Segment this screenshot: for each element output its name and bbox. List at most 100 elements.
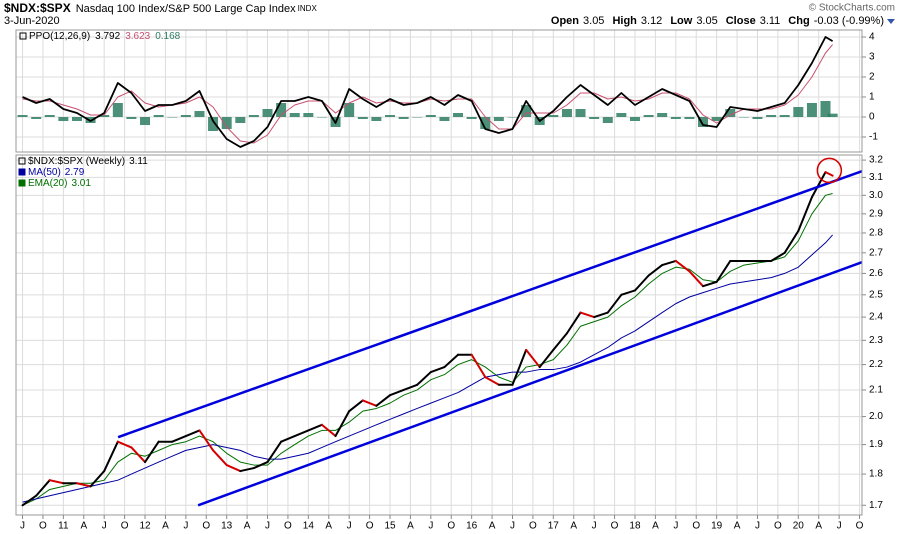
x-tick-label: J: [673, 521, 678, 532]
x-tick-label: 13: [221, 521, 233, 532]
price-segment: [130, 446, 147, 464]
panel: [16, 30, 862, 152]
price-segment: [470, 353, 487, 379]
histogram-bar: [412, 117, 423, 118]
histogram-bar: [827, 113, 838, 117]
price-segment: [797, 196, 813, 233]
price-segment: [320, 423, 337, 438]
histogram-bar: [357, 117, 368, 119]
price-segment: [593, 311, 609, 319]
legend-value: 3.11: [129, 156, 148, 167]
trend-line: [117, 169, 862, 439]
copyright: © StockCharts.com: [809, 3, 895, 14]
histogram-bar: [629, 117, 640, 121]
histogram-bar: [385, 115, 396, 117]
x-tick-label: O: [692, 521, 700, 532]
price-segment: [688, 270, 705, 288]
price-segment: [429, 366, 446, 374]
histogram-bar: [58, 117, 69, 121]
y-tick-label: 0: [869, 112, 875, 123]
histogram-bar: [31, 117, 42, 119]
legend-value: 0.168: [155, 31, 180, 42]
legend-name: EMA(20): [28, 178, 67, 189]
histogram-bar: [398, 117, 409, 119]
trend-line: [197, 261, 862, 507]
x-tick-label: A: [570, 521, 577, 532]
x-tick-label: J: [837, 521, 842, 532]
y-tick-label: 2.6: [869, 268, 883, 279]
legend-swatch: [19, 32, 27, 40]
price-segment: [212, 449, 228, 467]
y-tick-label: 1.9: [869, 439, 883, 450]
legend: MA(50) 2.79: [28, 167, 85, 178]
x-tick-label: J: [592, 521, 597, 532]
quote-value: -0.03 (-0.99%): [814, 15, 884, 27]
x-tick-label: J: [510, 521, 515, 532]
x-tick-label: A: [244, 521, 251, 532]
histogram-bar: [575, 109, 586, 117]
histogram-bar: [439, 117, 450, 121]
price-segment: [810, 171, 827, 199]
histogram-bar: [711, 117, 722, 121]
histogram-bar: [262, 109, 273, 117]
y-tick-label: 3: [869, 52, 875, 63]
exchange: INDX: [298, 4, 318, 13]
x-tick-label: J: [347, 521, 352, 532]
y-tick-label: 2.2: [869, 359, 883, 370]
price-segment: [266, 440, 283, 464]
price-segment: [144, 440, 160, 464]
price-segment: [824, 171, 834, 177]
price-segment: [579, 311, 596, 319]
x-tick-label: A: [734, 521, 741, 532]
histogram-bar: [616, 113, 627, 117]
legend: EMA(20) 3.01: [28, 178, 91, 189]
histogram-bar: [684, 117, 695, 119]
x-tick-label: O: [39, 521, 47, 532]
legend-value: 3.623: [125, 31, 150, 42]
histogram-bar: [725, 109, 736, 117]
legend-swatch: [18, 157, 26, 165]
y-tick-label: 2.8: [869, 228, 883, 239]
price-segment: [416, 371, 432, 386]
quote-menu-icon[interactable]: [887, 19, 895, 24]
quote: Open 3.05 High 3.12 Low 3.05 Close 3.11 Chg -0.03…: [551, 15, 884, 27]
x-tick-label: O: [284, 521, 292, 532]
price-segment: [21, 494, 38, 507]
price-segment: [89, 470, 106, 488]
series-line: [22, 234, 833, 503]
quote-label: Open: [551, 15, 579, 27]
histogram-bar: [698, 117, 709, 127]
histogram-bar: [316, 117, 327, 118]
x-tick-label: A: [489, 521, 496, 532]
y-tick-label: 1: [869, 92, 875, 103]
x-tick-label: J: [755, 521, 760, 532]
price-segment: [239, 467, 255, 473]
price-segment: [252, 461, 269, 470]
price-segment: [606, 293, 623, 314]
x-tick-label: O: [774, 521, 782, 532]
histogram-bar: [167, 117, 178, 118]
x-tick-label: 17: [548, 521, 560, 532]
legend-value: 3.792: [95, 31, 120, 42]
x-tick-label: 19: [711, 521, 723, 532]
histogram-bar: [344, 103, 355, 117]
price-segment: [538, 348, 555, 369]
plot-area: [16, 30, 862, 152]
y-tick-label: 3.1: [869, 172, 883, 183]
histogram-bar: [303, 113, 314, 117]
x-tick-label: O: [447, 521, 455, 532]
legend-swatch: [18, 179, 26, 187]
quote-label: Low: [670, 15, 692, 27]
legend: $NDX:$SPX (Weekly) 3.11: [28, 156, 148, 167]
plot-frame: [15, 154, 863, 516]
quote-value: 3.12: [641, 15, 662, 27]
histogram-bar: [248, 115, 259, 117]
histogram-bar: [548, 115, 559, 117]
y-tick-label: 2.9: [869, 208, 883, 219]
series-line: [22, 193, 833, 506]
y-tick-label: 2: [869, 72, 875, 83]
price-segment: [402, 383, 419, 391]
legend-name: PPO(12,26,9): [29, 31, 90, 42]
price-segment: [348, 399, 364, 413]
